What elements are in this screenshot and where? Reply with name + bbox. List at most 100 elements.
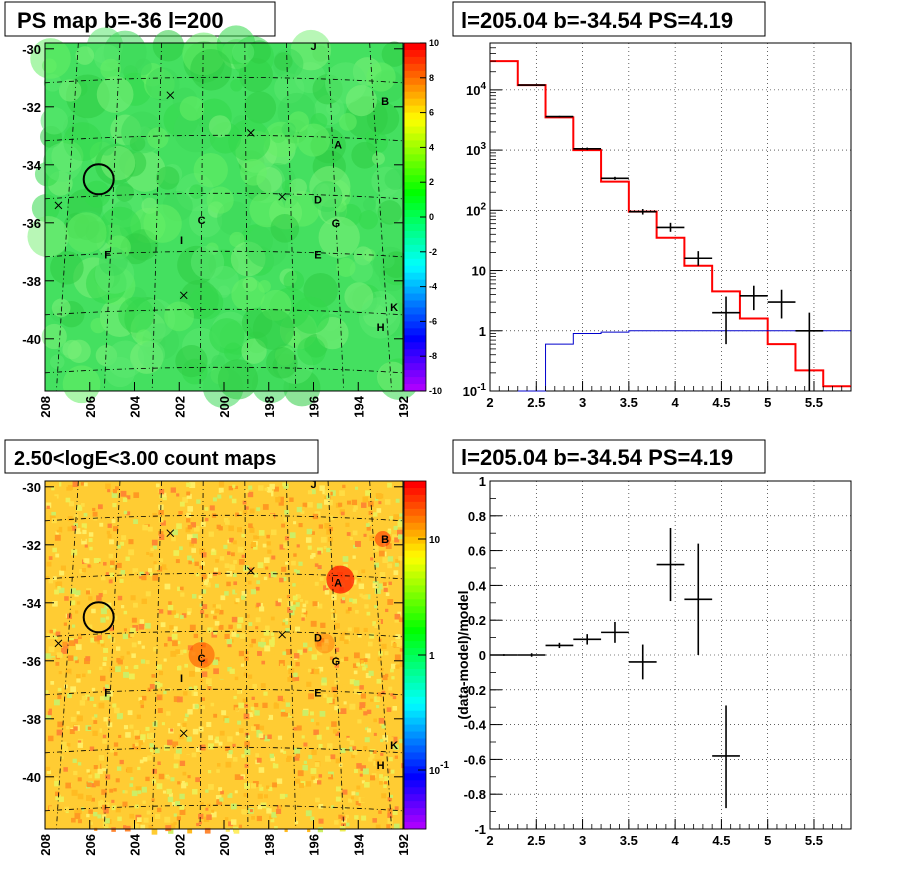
- map-pixel: [369, 594, 374, 599]
- panel-title-ps-map: PS map b=-36 l=200: [4, 1, 276, 37]
- map-pixel: [334, 663, 339, 668]
- map-pixel: [47, 770, 51, 774]
- map-pixel: [123, 725, 129, 730]
- map-pixel: [204, 507, 209, 511]
- map-pixel: [388, 737, 394, 743]
- map-pixel: [192, 788, 198, 795]
- map-pixel: [163, 643, 168, 647]
- map-pixel: [375, 493, 382, 500]
- map-pixel: [268, 595, 272, 599]
- map-pixel: [139, 571, 144, 577]
- map-pixel: [179, 546, 183, 551]
- map-pixel: [114, 707, 120, 714]
- map-pixel: [188, 792, 193, 797]
- map-pixel: [91, 687, 96, 692]
- map-pixel: [154, 748, 160, 754]
- map-pixel: [386, 824, 391, 829]
- map-pixel: [363, 627, 368, 633]
- map-pixel: [72, 758, 77, 763]
- known-source-cross: [166, 529, 175, 538]
- map-pixel: [309, 711, 314, 716]
- colorbar-segment: [404, 564, 426, 572]
- map-pixel: [363, 711, 368, 716]
- map-pixel: [330, 754, 336, 760]
- map-pixel: [81, 695, 86, 701]
- map-pixel: [90, 714, 94, 718]
- map-pixel: [141, 786, 147, 793]
- map-pixel: [58, 796, 64, 802]
- map-pixel: [302, 710, 309, 716]
- map-pixel: [352, 508, 357, 512]
- map-pixel: [103, 730, 110, 737]
- map-pixel: [368, 757, 373, 762]
- map-pixel: [113, 526, 119, 532]
- map-pixel: [331, 714, 338, 721]
- map-pixel: [91, 608, 96, 614]
- map-pixel: [140, 734, 146, 740]
- colorbar-segment: [404, 738, 426, 746]
- map-pixel: [57, 687, 62, 692]
- map-pixel: [186, 512, 192, 518]
- map-pixel: [189, 482, 196, 489]
- map-pixel: [363, 658, 368, 662]
- map-pixel: [249, 527, 255, 533]
- map-pixel: [263, 691, 268, 696]
- map-pixel: [56, 526, 63, 533]
- map-pixel: [282, 482, 287, 487]
- map-pixel: [369, 535, 376, 542]
- map-pixel: [275, 497, 281, 503]
- map-pixel: [120, 655, 125, 660]
- map-pixel: [52, 576, 57, 581]
- map-pixel: [303, 642, 308, 648]
- map-pixel: [353, 627, 360, 633]
- map-pixel: [306, 674, 313, 681]
- map-pixel: [326, 504, 331, 508]
- x-tick-label: 202: [172, 396, 187, 418]
- x-tick-label: 194: [351, 395, 366, 417]
- map-pixel: [311, 776, 315, 780]
- map-pixel: [385, 738, 391, 743]
- map-pixel: [199, 548, 206, 555]
- map-pixel: [280, 663, 284, 667]
- map-pixel: [121, 605, 125, 609]
- map-pixel: [105, 572, 109, 576]
- map-pixel: [77, 740, 82, 744]
- map-pixel: [195, 746, 202, 752]
- source-label: G: [332, 218, 341, 230]
- map-pixel: [227, 736, 233, 742]
- map-blob: [42, 142, 82, 182]
- map-pixel: [289, 610, 295, 616]
- colorbar-segment: [404, 105, 426, 114]
- colorbar-segment: [404, 620, 426, 628]
- map-pixel: [89, 821, 93, 825]
- map-pixel: [366, 526, 371, 531]
- map-pixel: [173, 813, 177, 817]
- map-pixel: [211, 809, 215, 813]
- map-pixel: [90, 699, 95, 704]
- map-pixel: [140, 824, 146, 830]
- colorbar-tick-label: 2: [429, 177, 434, 187]
- map-pixel: [250, 783, 257, 789]
- map-pixel: [244, 656, 249, 661]
- colorbar-segment: [404, 70, 426, 79]
- map-pixel: [173, 696, 180, 703]
- map-pixel: [173, 753, 180, 760]
- map-pixel: [74, 810, 78, 814]
- longitude-line: [369, 42, 392, 392]
- map-pixel: [77, 819, 82, 824]
- map-pixel: [101, 789, 107, 795]
- map-pixel: [124, 790, 128, 794]
- map-pixel: [67, 693, 72, 699]
- map-pixel: [395, 498, 400, 503]
- map-pixel: [264, 735, 270, 742]
- map-pixel: [281, 566, 287, 572]
- map-pixel: [266, 808, 272, 814]
- map-pixel: [234, 707, 239, 712]
- spectrum-title: l=205.04 b=-34.54 PS=4.19: [461, 8, 733, 33]
- map-pixel: [248, 622, 253, 627]
- map-pixel: [316, 631, 320, 636]
- longitude-line: [56, 480, 79, 830]
- colorbar-tick-label: -2: [429, 247, 437, 257]
- map-pixel: [365, 523, 370, 527]
- map-pixel: [183, 649, 187, 654]
